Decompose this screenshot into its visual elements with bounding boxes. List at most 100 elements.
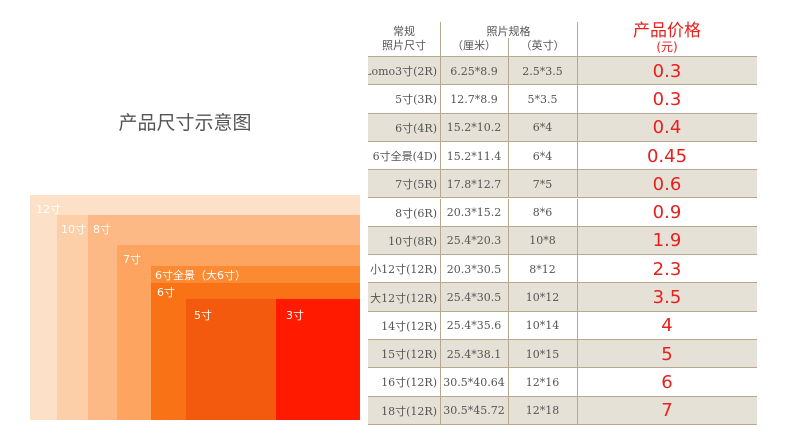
row-bg	[368, 255, 757, 284]
divider	[577, 255, 578, 284]
divider	[508, 283, 509, 312]
table-cell: 1.9	[652, 230, 682, 252]
divider	[508, 85, 509, 114]
table-cell: 6*4	[532, 121, 553, 135]
divider	[440, 255, 441, 284]
divider	[440, 57, 441, 86]
table-cell: 14寸(12R)	[381, 319, 437, 333]
header-size: 常规 照片尺寸	[368, 25, 440, 53]
table-cell: 10寸(8R)	[388, 234, 437, 248]
divider	[508, 396, 509, 425]
divider	[577, 113, 578, 142]
divider	[577, 311, 578, 340]
table-cell: 30.5*40.64	[443, 375, 505, 389]
table-cell: 7*5	[532, 177, 553, 191]
header-spec: 照片规格	[486, 25, 531, 38]
table-cell: 10*8	[529, 234, 556, 248]
table-cell: 5*3.5	[527, 92, 558, 106]
divider	[577, 226, 578, 256]
divider	[440, 283, 441, 312]
table-cell: 2.5*3.5	[522, 64, 563, 78]
table-cell: 3.5	[652, 287, 682, 309]
table-cell: 4	[661, 315, 673, 337]
divider	[440, 226, 441, 256]
table-cell: 2.3	[652, 258, 682, 280]
table-cell: 0.45	[646, 145, 688, 167]
table-cell: 7	[661, 400, 673, 422]
divider	[440, 311, 441, 340]
size-label: 5寸	[194, 309, 212, 322]
header-cm: （厘米）	[452, 39, 496, 52]
table-cell: 16寸(12R)	[381, 376, 437, 390]
divider	[440, 340, 441, 369]
size-label: 6寸	[157, 286, 175, 299]
table-cell: 5寸(3R)	[395, 93, 437, 107]
divider	[508, 368, 509, 397]
divider	[508, 198, 509, 227]
divider	[508, 311, 509, 340]
divider	[440, 198, 441, 227]
table-cell: 12*16	[525, 375, 560, 389]
divider	[577, 22, 578, 56]
divider	[440, 141, 441, 171]
divider	[508, 340, 509, 369]
table-cell: 25.4*30.5	[446, 291, 502, 305]
table-cell: 17.8*12.7	[446, 177, 502, 191]
size-label: 7寸	[123, 253, 141, 266]
divider	[508, 226, 509, 256]
size-label: 6寸全景（大6寸）	[155, 269, 246, 282]
table-cell: 0.3	[652, 60, 682, 82]
table-cell: 0.6	[652, 173, 682, 195]
divider	[508, 170, 509, 199]
row-bg	[368, 283, 757, 312]
table-cell: 6	[661, 371, 673, 393]
row-bg	[368, 198, 757, 227]
table-cell: 大12寸(12R)	[370, 291, 437, 305]
size-label: 10寸	[61, 223, 86, 236]
row-bg	[368, 368, 757, 397]
divider	[440, 85, 441, 114]
table-cell: 6寸全景(4D)	[372, 150, 437, 164]
table-cell: 10*14	[525, 319, 560, 333]
rule	[368, 56, 757, 57]
table-cell: 15.2*10.2	[446, 121, 502, 135]
table-cell: 15.2*11.4	[446, 149, 502, 163]
header-text: 照片尺寸	[382, 39, 426, 52]
table-cell: 20.3*30.5	[446, 262, 502, 276]
size-label: 3寸	[286, 309, 304, 322]
divider	[440, 396, 441, 425]
table-cell: 6*4	[532, 149, 553, 163]
table-cell: 10*15	[525, 347, 560, 361]
table-cell: 12.7*8.9	[450, 92, 498, 106]
table-cell: 10*12	[525, 291, 560, 305]
row-bg	[368, 340, 757, 369]
header-text: 常规	[393, 25, 415, 38]
header-text: 产品价格	[633, 21, 701, 41]
table-cell: 5	[661, 343, 673, 365]
table-cell: 18寸(12R)	[381, 404, 437, 418]
divider	[508, 113, 509, 142]
table-cell: 12*18	[525, 404, 560, 418]
divider	[577, 368, 578, 397]
table-cell: 30.5*45.72	[443, 404, 505, 418]
divider	[508, 255, 509, 284]
size-label: 8寸	[93, 223, 111, 236]
divider	[577, 396, 578, 425]
divider	[577, 283, 578, 312]
table-cell: 8*12	[529, 262, 556, 276]
divider	[440, 368, 441, 397]
table-cell: 小12寸(12R)	[370, 263, 437, 277]
divider	[577, 141, 578, 171]
divider	[577, 85, 578, 114]
table-cell: 25.4*35.6	[446, 319, 502, 333]
row-bg	[368, 396, 757, 425]
divider	[577, 340, 578, 369]
divider	[508, 38, 509, 56]
row-bg	[368, 170, 757, 199]
header-price: 产品价格 (元)	[577, 22, 757, 54]
divider	[577, 198, 578, 227]
table-cell: 25.4*20.3	[446, 234, 502, 248]
divider	[577, 170, 578, 199]
size-box	[276, 299, 360, 420]
